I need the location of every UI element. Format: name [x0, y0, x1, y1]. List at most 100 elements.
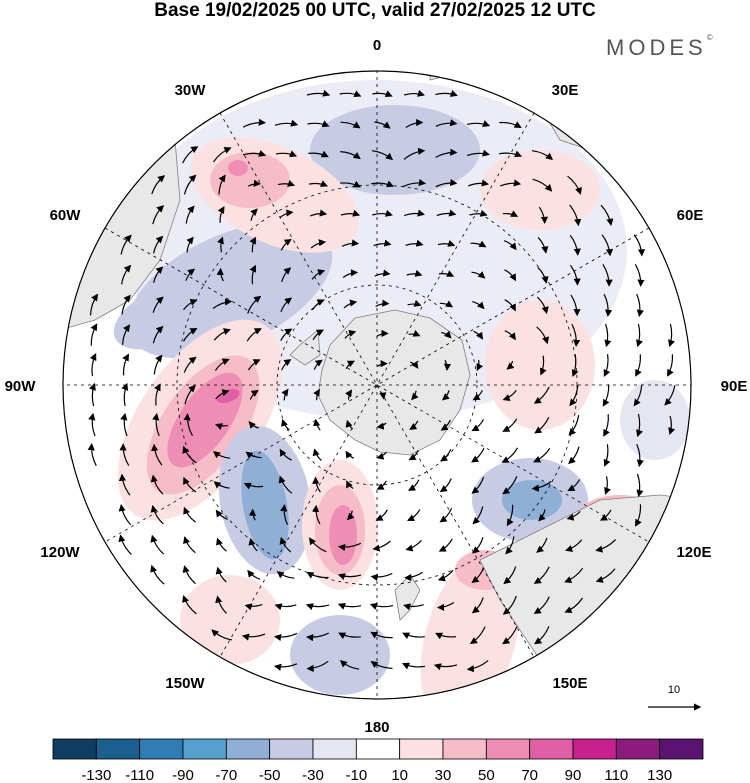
- wind-arrow: [471, 447, 485, 463]
- wind-arrow: [404, 571, 424, 582]
- map-disc: [63, 71, 691, 699]
- lon-label-30w: 30W: [175, 82, 207, 99]
- wind-arrow: [313, 388, 320, 401]
- wind-arrow: [567, 175, 582, 195]
- wind-arrow: [338, 632, 361, 640]
- wind-arrow: [379, 390, 387, 400]
- lon-label-60e: 60E: [677, 207, 704, 224]
- anomaly-shading: [113, 80, 690, 699]
- anomaly-area: [180, 575, 280, 665]
- wind-arrow: [440, 419, 451, 431]
- wind-arrow: [280, 238, 292, 251]
- wind-arrow: [278, 475, 293, 494]
- wind-arrow: [183, 506, 196, 523]
- wind-arrow: [185, 268, 196, 281]
- wind-arrow: [435, 90, 458, 97]
- wind-arrow: [243, 482, 264, 490]
- anomaly-area: [315, 633, 375, 677]
- wind-arrow: [306, 632, 330, 642]
- wind-arrow: [443, 359, 452, 371]
- wind-arrow: [636, 293, 644, 318]
- wind-arrow: [183, 298, 198, 311]
- wind-arrow: [340, 151, 361, 160]
- wind-arrow: [121, 264, 132, 285]
- lon-label-60w: 60W: [50, 207, 82, 224]
- wind-arrow: [472, 301, 485, 310]
- wind-arrow: [435, 148, 458, 158]
- lon-label-0: 0: [373, 37, 381, 54]
- wind-arrow: [438, 538, 453, 552]
- wind-arrow: [277, 179, 296, 187]
- wind-arrow: [215, 566, 227, 583]
- wind-arrow: [279, 536, 292, 553]
- antarctic-peninsula: [289, 329, 321, 366]
- lon-label-120w: 120W: [40, 544, 80, 561]
- wind-arrow: [186, 236, 194, 253]
- wind-arrow: [469, 209, 488, 217]
- lon-label-150w: 150W: [165, 675, 205, 692]
- colorbar-label: 10: [391, 767, 408, 783]
- wind-arrow: [435, 119, 458, 127]
- wind-arrow: [250, 208, 258, 221]
- map-title: Base 19/02/2025 00 UTC, valid 27/02/2025…: [154, 0, 596, 21]
- wind-arrow: [375, 299, 390, 307]
- wind-arrow: [571, 353, 579, 378]
- wind-arrow: [183, 413, 194, 436]
- wind-arrow: [636, 473, 644, 498]
- wind-arrow: [153, 354, 163, 375]
- lon-label-180: 180: [364, 719, 389, 736]
- wind-arrow: [280, 504, 289, 525]
- wind-arrow: [439, 478, 452, 493]
- wind-arrow: [402, 662, 425, 670]
- wind-arrow: [504, 299, 516, 312]
- wind-arrow: [370, 661, 393, 669]
- wind-arrow: [245, 451, 262, 459]
- wind-arrow: [471, 419, 485, 432]
- wind-arrow: [376, 422, 387, 430]
- wind-arrow: [340, 209, 361, 217]
- colorbar-swatch: [572, 738, 617, 760]
- wind-arrow: [469, 626, 486, 645]
- wind-arrow: [248, 537, 258, 552]
- wind-arrow: [499, 121, 522, 128]
- wind-arrow: [471, 271, 486, 279]
- anomaly-area: [485, 300, 595, 430]
- wind-arrow: [374, 269, 391, 277]
- wind-arrow: [532, 178, 553, 192]
- wind-arrow: [121, 382, 129, 407]
- wind-arrow: [280, 418, 290, 431]
- wind-arrow: [473, 330, 484, 340]
- wind-arrow: [441, 390, 450, 401]
- wind-arrow: [339, 90, 362, 98]
- wind-arrow: [215, 423, 228, 431]
- wind-arrow: [90, 323, 98, 346]
- wind-arrow: [466, 120, 491, 127]
- wind-arrow: [506, 504, 514, 527]
- wind-arrow: [568, 415, 580, 436]
- wind-arrow: [150, 534, 165, 555]
- wind-arrow: [345, 389, 353, 400]
- wind-arrow: [345, 360, 355, 370]
- wind-arrow: [564, 567, 584, 583]
- colorbar-label: 50: [478, 767, 495, 783]
- wind-arrow: [215, 595, 227, 614]
- wind-arrow: [346, 480, 354, 490]
- wind-arrow: [437, 240, 456, 247]
- wind-arrow: [377, 360, 388, 368]
- latitude-circle: [176, 184, 578, 586]
- wind-arrow: [273, 632, 298, 642]
- wind-arrow: [308, 150, 329, 158]
- wind-arrow: [339, 660, 360, 670]
- wind-arrow: [312, 448, 322, 461]
- lon-label-90e: 90E: [721, 378, 748, 395]
- wind-arrow: [312, 418, 321, 431]
- lon-label-120e: 120E: [676, 544, 711, 561]
- wind-arrow: [274, 603, 297, 611]
- wind-arrow: [217, 236, 224, 253]
- wind-arrow: [345, 450, 355, 459]
- wind-arrow: [633, 384, 643, 407]
- wind-arrow: [281, 359, 292, 371]
- wind-arrow: [635, 354, 642, 377]
- wind-arrow: [346, 510, 355, 521]
- wind-arrow: [467, 149, 490, 157]
